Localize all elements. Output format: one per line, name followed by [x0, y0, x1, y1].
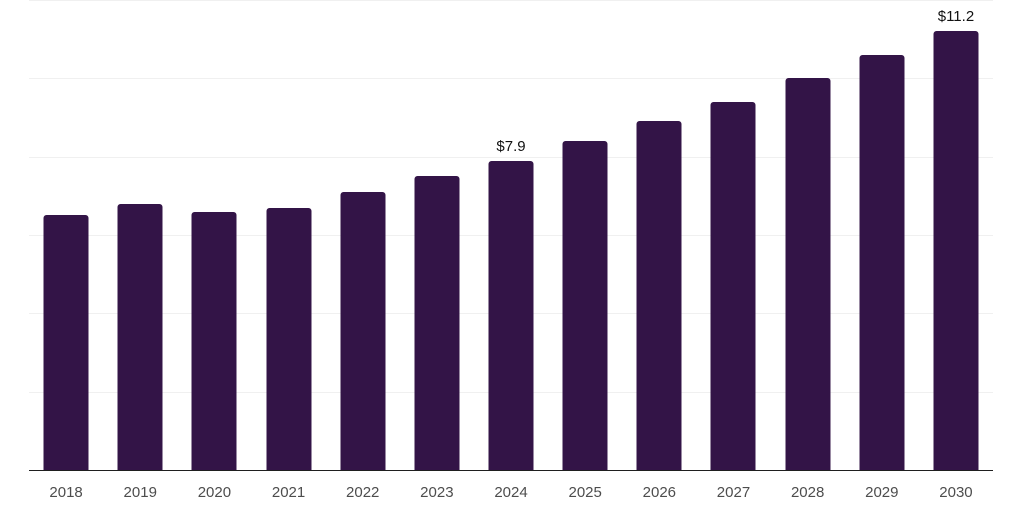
- bar-slot-2028: [771, 0, 845, 470]
- bar-slot-2023: [400, 0, 474, 470]
- x-tick-2023: 2023: [420, 484, 454, 501]
- x-tick-2024: 2024: [494, 484, 528, 501]
- bar-2029: [859, 54, 905, 470]
- x-tick-2018: 2018: [49, 484, 83, 501]
- x-tick-2022: 2022: [346, 484, 380, 501]
- bar-slot-2027: [696, 0, 770, 470]
- x-tick-2019: 2019: [123, 484, 157, 501]
- x-tick-2030: 2030: [939, 484, 973, 501]
- x-tick-2020: 2020: [197, 484, 232, 501]
- x-tick-2021: 2021: [271, 484, 306, 501]
- bar-slot-2019: [103, 0, 177, 470]
- gridline: [29, 156, 993, 158]
- bar-2022: [340, 191, 386, 470]
- bar-2021: [266, 207, 312, 470]
- bar-2026: [636, 121, 682, 470]
- bar-slot-2020: [177, 0, 251, 470]
- bar-2024: [488, 160, 534, 470]
- bar-2020: [191, 211, 237, 470]
- x-tick-2026: 2026: [642, 484, 677, 501]
- x-tick-2027: 2027: [716, 484, 751, 501]
- bar-2025: [562, 141, 608, 470]
- bar-2018: [43, 215, 89, 470]
- gridline: [29, 0, 993, 1]
- bar-2023: [414, 176, 460, 470]
- bar-value-label-2024: $7.9: [496, 137, 526, 155]
- bar-slot-2026: [622, 0, 696, 470]
- bar-slot-2024: $7.9: [474, 0, 548, 470]
- bars-container: $7.9 $11.2: [29, 0, 993, 470]
- plot-area: $7.9 $11.2: [29, 0, 993, 471]
- bar-2028: [785, 78, 831, 470]
- bar-slot-2025: [548, 0, 622, 470]
- x-tick-2029: 2029: [865, 484, 899, 501]
- bar-2019: [117, 203, 163, 470]
- x-axis-labels: 2018 2019 2020 2021 2022 2023 2024 2025 2026 2027…: [29, 473, 993, 512]
- bar-slot-2030: $11.2: [919, 0, 993, 470]
- bar-2027: [710, 101, 756, 470]
- bar-slot-2029: [845, 0, 919, 470]
- bar-slot-2022: [326, 0, 400, 470]
- bar-slot-2018: [29, 0, 103, 470]
- x-tick-2025: 2025: [568, 484, 602, 501]
- gridline: [29, 78, 993, 80]
- bar-2030: [933, 31, 979, 470]
- x-tick-2028: 2028: [790, 484, 825, 501]
- bar-value-label-2030: $11.2: [937, 8, 975, 26]
- bar-slot-2021: [251, 0, 325, 470]
